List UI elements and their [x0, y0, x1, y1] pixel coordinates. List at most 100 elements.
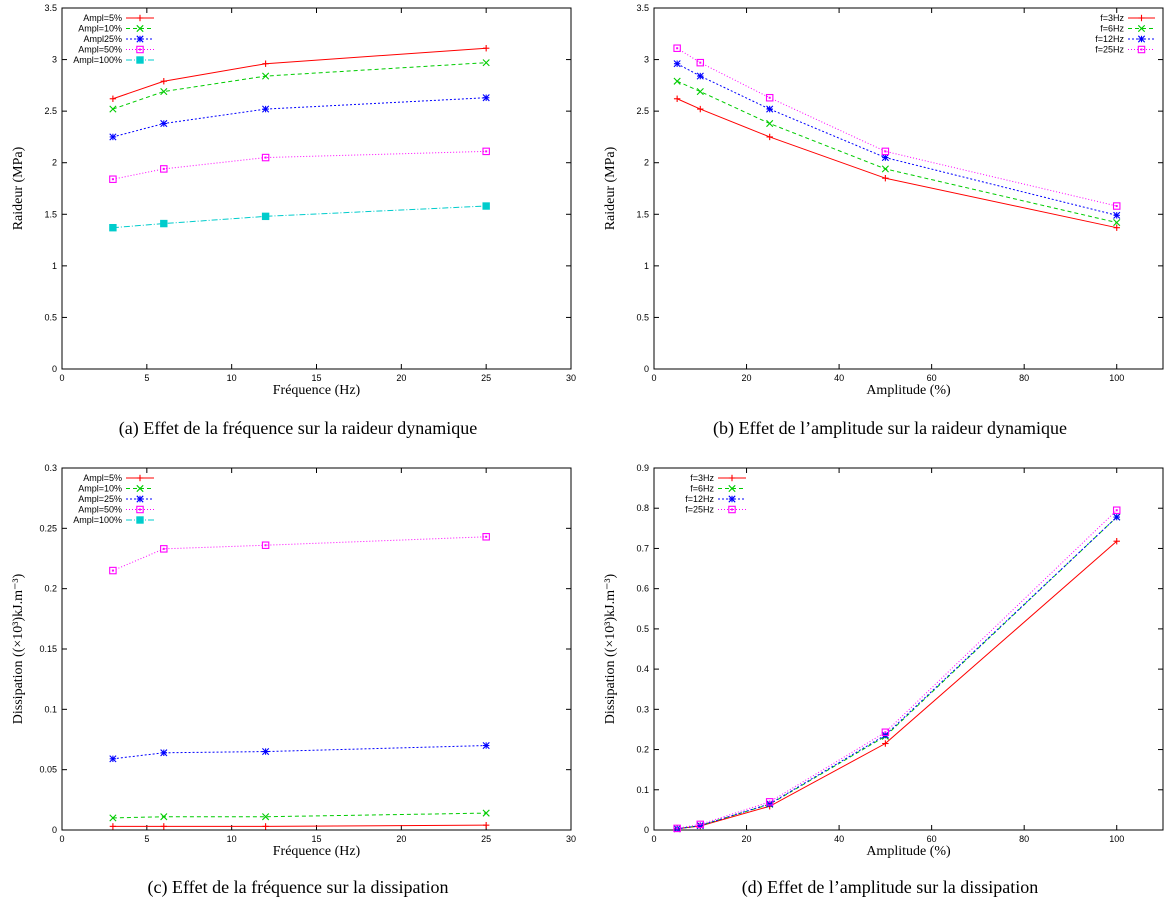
y-tick-label: 0.2	[636, 745, 649, 755]
data-point	[673, 44, 681, 52]
legend-label: Ampl25%	[83, 34, 122, 44]
x-tick-label: 30	[566, 373, 576, 383]
x-tick-label: 100	[1109, 834, 1124, 844]
data-point	[160, 749, 168, 757]
data-point	[160, 119, 168, 128]
x-axis-label: Amplitude (%)	[866, 844, 951, 859]
series-Ampl25%	[109, 94, 490, 141]
data-point	[262, 105, 270, 113]
data-point	[109, 133, 117, 141]
x-tick-label: 20	[742, 834, 752, 844]
y-tick-label: 0.15	[39, 644, 57, 654]
legend-label: Ampl=100%	[73, 55, 122, 65]
series-f=6Hz	[673, 77, 1121, 227]
x-axis-label: Fréquence (Hz)	[273, 844, 361, 859]
y-axis-label: Raideur (MPa)	[11, 146, 26, 230]
y-tick-label: 1.5	[636, 209, 649, 219]
data-point	[482, 94, 490, 102]
data-point	[482, 147, 490, 156]
series-line	[677, 516, 1118, 830]
series-Ampl=5%	[109, 45, 490, 102]
x-tick-label: 10	[227, 834, 237, 844]
y-tick-label: 1	[644, 261, 649, 271]
legend-label: Ampl=50%	[78, 45, 122, 55]
legend-marker	[728, 484, 736, 493]
series-line	[112, 812, 487, 819]
data-point	[881, 147, 890, 156]
series-f=6Hz	[673, 513, 1121, 833]
data-point	[160, 545, 168, 553]
chart-panel-1: 0 5 10 15 20 25 30 0 0.5 1 1.5 2 2.5 3 3.5 Fréquence (H…	[11, 3, 576, 398]
data-point	[482, 533, 490, 541]
legend-marker	[136, 505, 144, 514]
y-tick-label: 0.8	[636, 503, 649, 513]
legend-label: f=3Hz	[690, 473, 714, 483]
series-line	[677, 509, 1118, 829]
x-tick-label: 25	[481, 834, 491, 844]
x-tick-label: 0	[651, 834, 656, 844]
x-tick-label: 80	[1019, 373, 1029, 383]
data-point	[160, 87, 168, 96]
y-tick-label: 1.5	[44, 209, 57, 219]
data-point	[673, 824, 681, 833]
figure-caption: (c) Effet de la fréquence sur la dissipa…	[147, 877, 448, 898]
data-point	[160, 78, 167, 85]
plot-frame	[653, 467, 1164, 831]
data-point	[160, 165, 168, 173]
data-point	[882, 740, 889, 747]
series-line	[112, 536, 487, 572]
data-point	[673, 77, 681, 85]
series-line	[112, 150, 487, 180]
legend-marker	[136, 24, 144, 33]
y-tick-label: 0.5	[44, 312, 57, 322]
data-point	[765, 93, 774, 102]
y-tick-label: 0.1	[636, 785, 649, 795]
series-line	[112, 62, 487, 110]
chart-panel-4: 0 20 40 60 80 100 0 0.1 0.2 0.3 0.4 0.5 0.6 0.7 0.8 0.9…	[603, 463, 1164, 859]
legend-label: f=3Hz	[1100, 13, 1124, 23]
legend-marker	[1137, 45, 1146, 54]
x-axis-label: Amplitude (%)	[866, 383, 951, 398]
legend: Ampl=5%Ampl=10%Ampl25%Ampl=50%Ampl=100%	[73, 13, 154, 65]
legend-label: f=12Hz	[685, 494, 714, 504]
x-axis-label: Fréquence (Hz)	[273, 383, 361, 398]
data-point	[109, 105, 117, 113]
data-point	[482, 809, 490, 817]
legend-marker	[136, 474, 144, 482]
data-point	[766, 133, 773, 141]
series-line	[676, 80, 1117, 224]
y-tick-label: 3.5	[44, 3, 57, 13]
y-axis-label: Raideur (MPa)	[603, 146, 618, 230]
chart-panel-3: 0 5 10 15 20 25 30 0 0.05 0.1 0.15 0.2 0.25 0.3 Fréque…	[11, 463, 576, 859]
legend-marker	[1138, 14, 1145, 22]
x-tick-label: 25	[481, 373, 491, 383]
y-axis-label: Dissipation ((×10³)kJ.m⁻³)	[11, 573, 26, 724]
x-tick-label: 40	[834, 834, 844, 844]
y-tick-label: 2	[644, 158, 649, 168]
series-Ampl=5%	[109, 821, 490, 830]
x-tick-label: 15	[311, 373, 321, 383]
x-tick-label: 5	[144, 834, 149, 844]
series-line	[676, 47, 1117, 207]
x-tick-label: 10	[227, 373, 237, 383]
data-point	[262, 747, 270, 756]
y-tick-label: 0.25	[39, 523, 57, 533]
data-point	[482, 821, 490, 829]
data-point	[697, 105, 704, 113]
legend-label: Ampl=10%	[78, 24, 122, 34]
data-point	[109, 814, 117, 822]
series-line	[112, 205, 487, 229]
data-point	[881, 165, 889, 173]
data-point	[766, 105, 774, 113]
y-tick-label: 0.05	[39, 765, 57, 775]
series-Ampl=50%	[109, 533, 490, 575]
series-Ampl=50%	[109, 147, 490, 183]
x-tick-label: 0	[59, 834, 64, 844]
y-tick-label: 0	[52, 825, 57, 835]
x-tick-label: 60	[927, 834, 937, 844]
y-tick-label: 3.5	[636, 3, 649, 13]
y-tick-label: 0.3	[44, 463, 57, 473]
legend-label: f=6Hz	[1100, 24, 1124, 34]
data-point	[261, 153, 270, 162]
